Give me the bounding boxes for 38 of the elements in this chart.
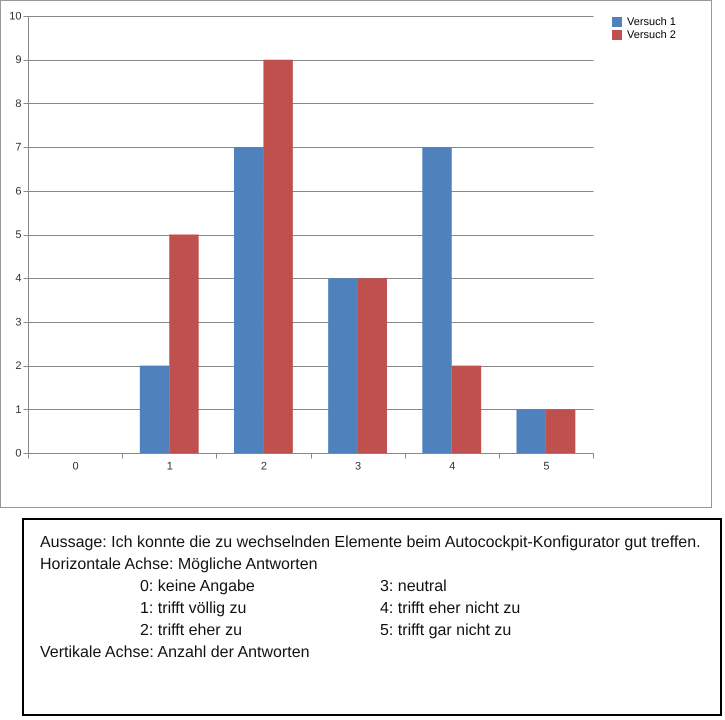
- text: 0: keine Angabe: [140, 577, 256, 597]
- bar: [140, 366, 170, 453]
- bar: [452, 366, 482, 453]
- text: Horizontale Achse: Mögliche Antworten: [40, 555, 318, 575]
- legend-label: Versuch 2: [627, 29, 676, 41]
- text: 3: neutral: [380, 577, 448, 597]
- bar: [546, 409, 576, 453]
- bar: [358, 278, 388, 453]
- x-tick-label: 1: [166, 460, 173, 472]
- y-tick-label: 9: [15, 54, 22, 66]
- y-tick-label: 6: [15, 185, 22, 198]
- x-tick-label: 5: [543, 460, 550, 472]
- y-tick-label: 8: [15, 98, 22, 110]
- x-tick-label: 4: [449, 460, 456, 472]
- y-tick-label: 2: [15, 360, 22, 372]
- text: Vertikale Achse: Anzahl der Antworten: [40, 643, 310, 663]
- bar: [516, 409, 546, 453]
- y-tick-label: 4: [15, 272, 22, 285]
- bar: [169, 234, 199, 453]
- y-tick-label: 10: [9, 10, 22, 22]
- y-tick-label: 5: [15, 229, 22, 241]
- x-tick-label: 2: [260, 460, 267, 472]
- y-tick-label: 0: [15, 448, 22, 460]
- text: 4: trifft eher nicht zu: [380, 599, 522, 619]
- text: Aussage: Ich konnte die zu wechselnden Elemente beim Autocockpit-Konfigurator gut treffen.: [40, 533, 702, 553]
- bar: [328, 278, 358, 453]
- bar: [422, 147, 452, 453]
- y-tick-label: 1: [15, 404, 22, 416]
- y-tick-label: 7: [15, 142, 22, 154]
- text: 5: trifft gar nicht zu: [380, 621, 512, 641]
- y-tick-label: 3: [15, 316, 22, 328]
- legend-label: Versuch 1: [627, 16, 676, 28]
- x-tick-label: 0: [72, 460, 79, 472]
- text: 1: trifft völlig zu: [140, 599, 248, 619]
- bar: [234, 147, 264, 453]
- bar: [263, 60, 293, 453]
- x-tick-label: 3: [355, 460, 362, 472]
- text: 2: trifft eher zu: [140, 621, 243, 641]
